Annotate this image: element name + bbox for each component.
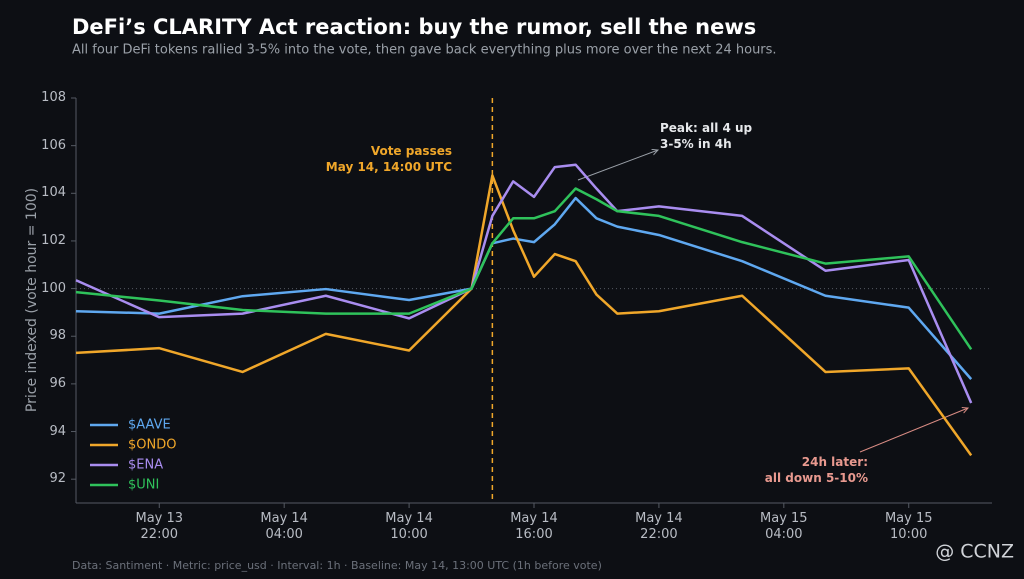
vote-annotation: Vote passes May 14, 14:00 UTC (325, 144, 452, 174)
y-tick-label: 104 (41, 185, 66, 201)
y-tick-label: 102 (41, 232, 66, 248)
peak-annotation: Peak: all 4 up 3-5% in 4h (660, 121, 753, 151)
y-tick-label: 108 (41, 90, 66, 105)
series-line (75, 187, 973, 351)
y-tick-label: 106 (41, 137, 66, 153)
footer: Data: Santiment · Metric: price_usd · In… (72, 559, 602, 572)
y-tick-label: 100 (41, 280, 66, 296)
series-line (75, 174, 973, 457)
legend-label: $ENA (128, 458, 163, 473)
y-tick-label: 94 (49, 423, 66, 439)
y-tick-label: 96 (49, 375, 66, 391)
legend-label: $AAVE (128, 418, 171, 433)
series-line (75, 196, 973, 380)
x-tick-label: May 14 10:00 (385, 511, 433, 542)
x-tick-label: May 14 16:00 (510, 511, 558, 542)
later-annotation: 24h later: all down 5-10% (764, 455, 868, 485)
later-arrow (859, 408, 968, 453)
chart-subtitle: All four DeFi tokens rallied 3-5% into t… (72, 43, 777, 58)
chart-title: DeFi’s CLARITY Act reaction: buy the rum… (72, 15, 756, 39)
x-tick-label: May 14 04:00 (260, 511, 308, 542)
x-tick-label: May 13 22:00 (135, 511, 184, 542)
x-tick-label: May 15 04:00 (760, 511, 808, 542)
peak-arrow (577, 150, 658, 181)
legend-label: $ONDO (128, 438, 176, 453)
x-tick-label: May 15 10:00 (884, 511, 933, 542)
x-tick-label: May 14 22:00 (635, 511, 683, 542)
legend-label: $UNI (128, 478, 159, 493)
y-tick-label: 98 (49, 328, 66, 344)
y-tick-label: 92 (49, 471, 66, 487)
watermark: @ CCNZ (935, 541, 1014, 563)
y-axis-label: Price indexed (vote hour = 100) (24, 188, 40, 412)
series-line (75, 163, 973, 404)
